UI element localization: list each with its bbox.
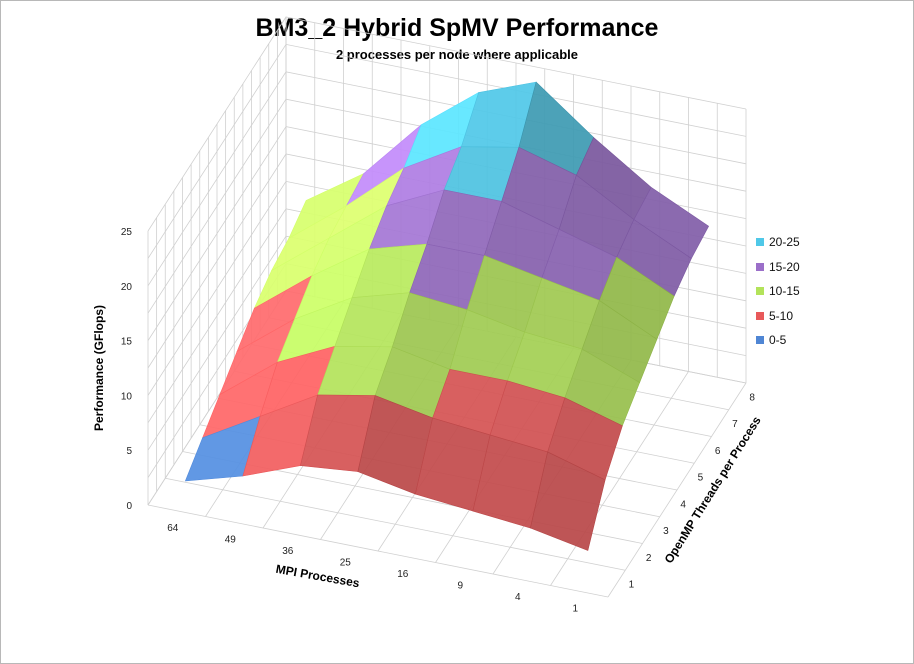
y-tick-label: 7 <box>732 419 738 430</box>
x-tick-label: 4 <box>515 592 521 603</box>
legend-label: 15-20 <box>769 259 800 274</box>
legend-swatch <box>756 238 764 247</box>
grid-line <box>147 504 609 598</box>
y-tick-label: 5 <box>698 473 704 484</box>
x-tick-label: 9 <box>457 580 463 591</box>
legend-item: 15-20 <box>756 255 800 280</box>
y-tick-label: 1 <box>629 580 635 591</box>
z-tick-label: 5 <box>126 446 132 457</box>
z-tick-label: 25 <box>121 227 133 238</box>
legend-swatch <box>756 262 764 271</box>
x-tick-label: 49 <box>225 534 237 545</box>
y-tick-label: 8 <box>749 392 755 403</box>
grid-line <box>165 477 626 571</box>
x-tick-label: 36 <box>282 546 294 557</box>
y-tick-label: 2 <box>646 553 652 564</box>
y-tick-label: 3 <box>663 526 669 537</box>
y-tick-label: 4 <box>680 499 686 510</box>
legend-swatch <box>756 311 764 320</box>
x-tick-label: 1 <box>572 603 578 614</box>
legend-item: 5-10 <box>756 304 800 329</box>
z-tick-label: 0 <box>126 501 132 512</box>
chart-subtitle: 2 processes per node where applicable <box>335 47 579 62</box>
legend-swatch <box>756 336 764 345</box>
legend-label: 0-5 <box>769 333 787 348</box>
z-tick-label: 20 <box>121 282 133 293</box>
y-tick-label: 6 <box>715 446 721 457</box>
axis-ticks: 0 5 10 15 20 25 64 49 36 25 16 9 4 1 1 2 3 4 5 6 7 8 <box>121 227 756 614</box>
chart-title: BM3_2 Hybrid SpMV Performance <box>255 14 659 42</box>
legend-swatch <box>756 287 764 296</box>
surface-mesh <box>184 81 710 551</box>
x-tick-label: 16 <box>397 569 409 580</box>
surface-cell <box>530 451 606 551</box>
legend: 20-25 15-20 10-15 5-10 0-5 <box>756 230 800 353</box>
legend-item: 20-25 <box>756 230 800 255</box>
legend-label: 5-10 <box>769 308 794 323</box>
z-tick-label: 15 <box>121 337 133 348</box>
x-tick-label: 64 <box>167 523 179 534</box>
legend-label: 20-25 <box>769 235 800 250</box>
z-axis-title: Performance (GFlops) <box>92 305 106 431</box>
legend-item: 10-15 <box>756 279 800 304</box>
z-tick-label: 10 <box>121 391 133 402</box>
legend-label: 10-15 <box>769 284 800 299</box>
legend-item: 0-5 <box>756 328 800 353</box>
x-tick-label: 25 <box>340 557 352 568</box>
